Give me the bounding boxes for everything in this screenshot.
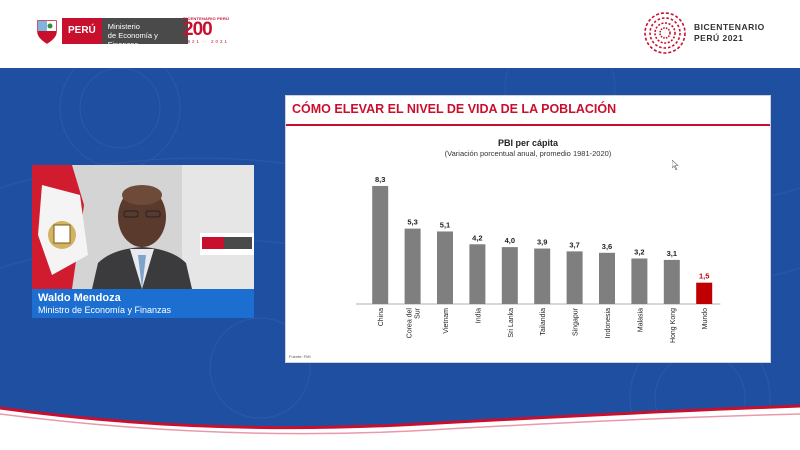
chart-subtitle: (Variación porcentual anual, promedio 19… [444,149,612,158]
data-label: 3,9 [537,238,547,247]
speaker-video [32,165,254,289]
bar-china [372,185,389,304]
ministry-logo: PERÚ Ministerio de Economía y Finanzas [36,18,188,49]
category-label: China [378,308,385,326]
bar-corea-del-sur [404,228,421,304]
presentation-slide: CÓMO ELEVAR EL NIVEL DE VIDA DE LA POBLA… [285,95,771,363]
bicentenario-right-logo: BICENTENARIO PERÚ 2021 [642,10,765,56]
bicentenario-number: 200 [183,19,213,40]
data-label: 4,0 [505,236,515,245]
bar-malasia [631,258,648,304]
data-label: 3,2 [634,247,644,256]
data-label: 3,1 [667,249,677,258]
bicentenario-right-line-1: BICENTENARIO [694,22,765,32]
speaker-nameplate: Waldo Mendoza Ministro de Economía y Fin… [32,289,254,318]
bar-vietnam [437,231,453,304]
data-label: 3,6 [602,242,612,251]
bicentenario-right-text: BICENTENARIO PERÚ 2021 [694,22,765,44]
ministry-label: Ministerio de Economía y Finanzas [101,18,188,49]
category-label: Hong Kong [670,308,677,343]
bar-mundo [696,282,713,304]
data-label: 3,7 [569,240,579,249]
bar-singapur [566,251,583,304]
bar-indonesia [599,252,615,304]
category-label: Indonesia [605,308,612,338]
category-label: Sri Lanka [508,308,515,338]
bicentenario-years: 1821 · 2021 [183,39,230,44]
bar-hong-kong [663,259,680,304]
speaker-video-frame [32,165,254,289]
category-label: Malasia [637,308,644,332]
bar-india [469,244,486,304]
ministry-label-line-2: de Economía y Finanzas [107,31,158,49]
bar-chart: 8,3 China 5,3 Corea delSur 5,1 Vietnam 4,2 Indi… [356,175,721,343]
speaker-role: Ministro de Economía y Finanzas [38,305,172,315]
category-label: Vietnam [443,308,450,334]
bicentenario-200-logo: BICENTENARIO PERÚ 200 1821 · 2021 [183,16,235,48]
bottom-wave [0,404,800,450]
ministry-label-line-1: Ministerio [107,22,140,31]
category-label: Corea delSur [407,307,422,338]
data-label: 5,1 [440,220,450,229]
category-label: Mundo [702,308,709,330]
data-label: 1,5 [699,272,709,281]
data-label: 8,3 [375,175,385,184]
category-label: India [475,308,482,323]
data-label: 4,2 [472,233,482,242]
bicentenario-right-line-2: PERÚ 2021 [694,33,744,43]
slide-title-rule [286,124,770,126]
category-label: Tailandia [540,308,547,336]
coat-of-arms-icon [37,20,57,44]
bar-tailandia [534,248,551,304]
category-label: Singapur [573,307,580,336]
chart-title: PBI per cápita [497,138,559,148]
peru-label: PERÚ [62,18,102,44]
speaker-name: Waldo Mendoza [38,292,121,304]
data-label: 5,3 [407,218,417,227]
bicentenario-small-label: BICENTENARIO PERÚ [183,16,230,21]
mouse-cursor-icon [672,160,679,170]
slide-title: CÓMO ELEVAR EL NIVEL DE VIDA DE LA POBLA… [292,102,617,116]
header-bar: PERÚ Ministerio de Economía y Finanzas B… [0,0,800,68]
bicentenario-swirl-icon [644,12,686,54]
bar-sri-lanka [501,247,518,304]
slide-source: Fuente: FMI [289,354,311,359]
